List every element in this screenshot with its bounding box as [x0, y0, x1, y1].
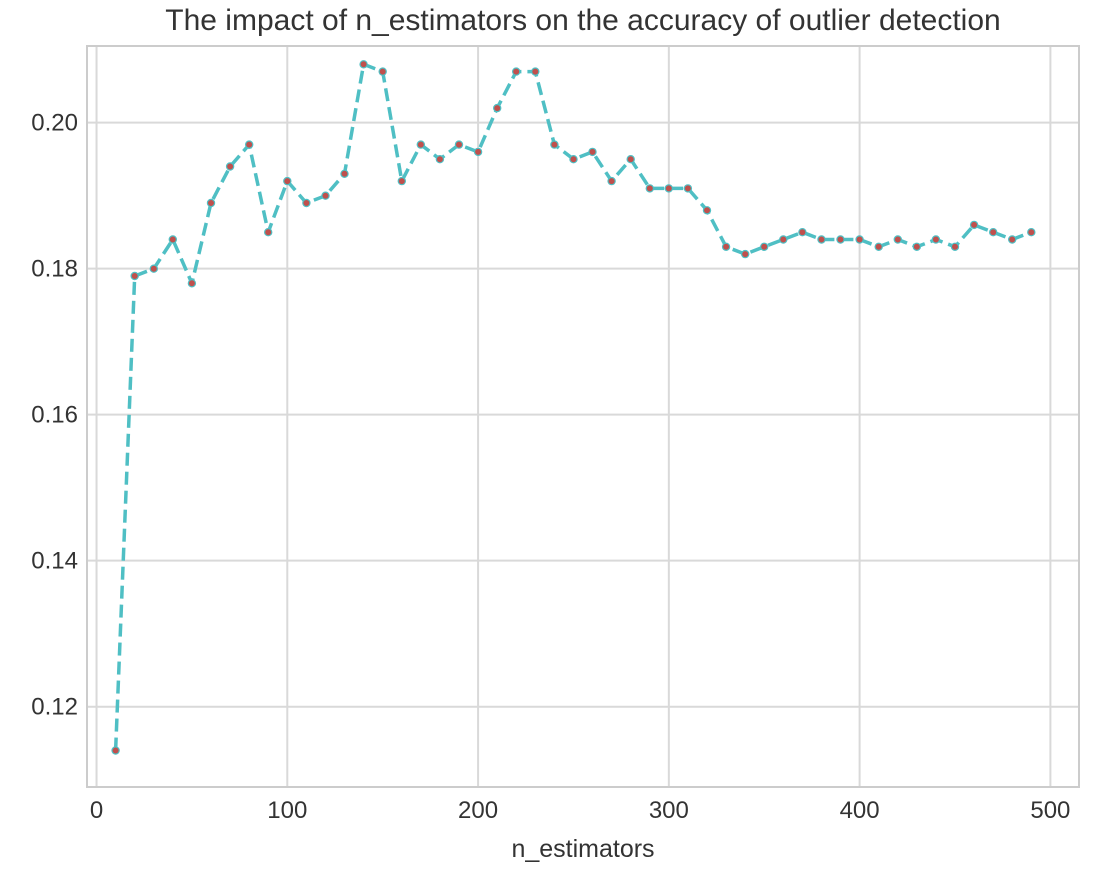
data-point: [493, 103, 502, 113]
data-point: [588, 147, 597, 157]
data-point: [855, 235, 864, 244]
data-point: [225, 162, 235, 171]
x-tick-label: 0: [90, 797, 103, 824]
y-tick-label: 0.16: [31, 402, 78, 429]
data-point: [321, 191, 330, 200]
data-point: [969, 220, 979, 230]
data-point: [302, 198, 311, 208]
data-point: [416, 140, 425, 149]
data-point: [817, 235, 826, 244]
data-point: [779, 235, 788, 244]
plot-area: [87, 46, 1079, 787]
data-point: [130, 271, 139, 281]
y-tick-label: 0.12: [31, 694, 78, 721]
data-point: [111, 746, 120, 755]
data-point: [569, 154, 578, 164]
data-point: [931, 235, 941, 244]
x-axis-label: n_estimators: [511, 835, 654, 863]
data-point: [626, 154, 635, 164]
data-point: [187, 279, 197, 288]
x-tick-label: 200: [458, 797, 498, 824]
data-point: [359, 60, 368, 69]
data-point: [378, 67, 387, 76]
data-point: [760, 242, 769, 251]
data-point: [989, 227, 998, 237]
data-point: [454, 140, 464, 149]
x-tick-label: 500: [1030, 797, 1070, 824]
data-point: [683, 184, 693, 193]
data-point: [244, 140, 254, 149]
data-point: [950, 242, 960, 251]
y-tick-label: 0.14: [31, 548, 78, 575]
data-point: [721, 242, 731, 251]
data-point: [531, 67, 540, 76]
y-axis-ticks: 0.12 0.14 0.16 0.18 0.20: [31, 110, 78, 721]
data-point: [264, 227, 273, 237]
data-point: [435, 154, 445, 164]
data-points: [111, 60, 1036, 755]
data-point: [741, 249, 750, 259]
data-point: [912, 242, 922, 251]
data-point: [168, 235, 177, 244]
data-point: [283, 176, 292, 186]
data-point: [206, 198, 216, 208]
data-point: [874, 242, 883, 251]
data-point: [550, 140, 559, 149]
x-tick-label: 100: [267, 797, 307, 824]
chart-title: The impact of n_estimators on the accura…: [165, 4, 1000, 37]
data-point: [893, 235, 903, 244]
x-axis-ticks: 0 100 200 300 400 500: [90, 797, 1071, 824]
x-tick-label: 400: [840, 797, 880, 824]
data-point: [798, 227, 807, 237]
data-point: [473, 147, 483, 157]
data-point: [1027, 227, 1036, 237]
grid-lines: [87, 46, 1079, 787]
data-point: [607, 176, 616, 186]
data-point: [512, 67, 521, 76]
data-point: [149, 264, 158, 273]
data-point: [702, 206, 712, 215]
plot-frame: [86, 45, 1080, 788]
data-point: [1008, 235, 1017, 244]
y-tick-label: 0.18: [31, 256, 78, 283]
data-point: [664, 184, 674, 193]
y-tick-label: 0.20: [31, 110, 78, 137]
x-tick-label: 300: [649, 797, 689, 824]
data-point: [836, 235, 845, 244]
data-point: [645, 184, 655, 193]
data-point: [397, 176, 406, 186]
data-point: [340, 169, 349, 178]
